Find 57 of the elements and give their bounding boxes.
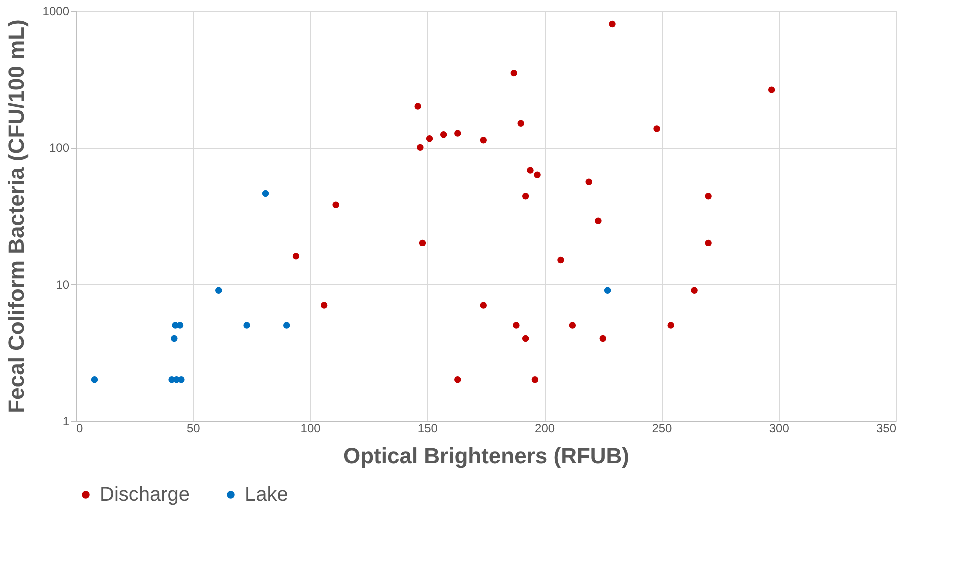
point: [480, 137, 488, 144]
y-tick-label: 10: [56, 278, 70, 292]
point: [262, 190, 270, 198]
point: [527, 167, 534, 174]
point: [705, 193, 712, 200]
y-axis-title: Fecal Coliform Bacteria (CFU/100 mL): [4, 20, 29, 414]
point: [91, 376, 98, 384]
point: [440, 132, 448, 138]
x-axis-title: Optical Brighteners (RFUB): [343, 444, 630, 468]
point: [480, 302, 488, 309]
point: [586, 178, 592, 186]
point: [668, 322, 674, 329]
y-tick-label: 1000: [42, 4, 70, 18]
point: [705, 240, 712, 247]
point: [510, 70, 518, 77]
point: [216, 287, 222, 294]
point: [284, 322, 290, 329]
legend-label: Lake: [245, 484, 288, 506]
point: [518, 120, 524, 127]
y-tick-label: 100: [49, 141, 70, 156]
point: [414, 103, 422, 110]
point: [513, 322, 520, 329]
point: [522, 335, 530, 342]
x-tick-label: 350: [876, 422, 897, 436]
point: [654, 126, 660, 132]
point: [534, 172, 541, 178]
point: [244, 322, 250, 329]
point: [454, 376, 462, 384]
point: [691, 287, 698, 294]
point: [426, 136, 434, 142]
point: [609, 20, 616, 28]
point: [419, 240, 426, 247]
point: [768, 86, 776, 94]
x-tick-label: 150: [418, 422, 438, 436]
point: [320, 302, 328, 309]
point: [171, 335, 178, 342]
x-tick-label: 250: [652, 422, 673, 436]
point: [532, 376, 539, 384]
x-tick-label: 200: [535, 422, 556, 436]
x-tick-label: 300: [769, 422, 790, 436]
legend-label: Discharge: [100, 484, 190, 506]
point: [569, 322, 576, 329]
point: [292, 253, 300, 260]
y-tick-label: 1: [62, 414, 70, 428]
point: [417, 144, 424, 152]
point: [595, 218, 602, 224]
x-tick-label: 100: [300, 422, 322, 436]
x-tick-label: 50: [186, 422, 201, 436]
point: [604, 287, 612, 294]
point: [522, 193, 530, 200]
x-tick-label: 0: [76, 422, 84, 436]
point: [332, 202, 340, 208]
point: [176, 322, 184, 329]
point: [178, 376, 185, 384]
point: [558, 256, 564, 264]
point: [600, 335, 606, 342]
point: [454, 130, 462, 137]
